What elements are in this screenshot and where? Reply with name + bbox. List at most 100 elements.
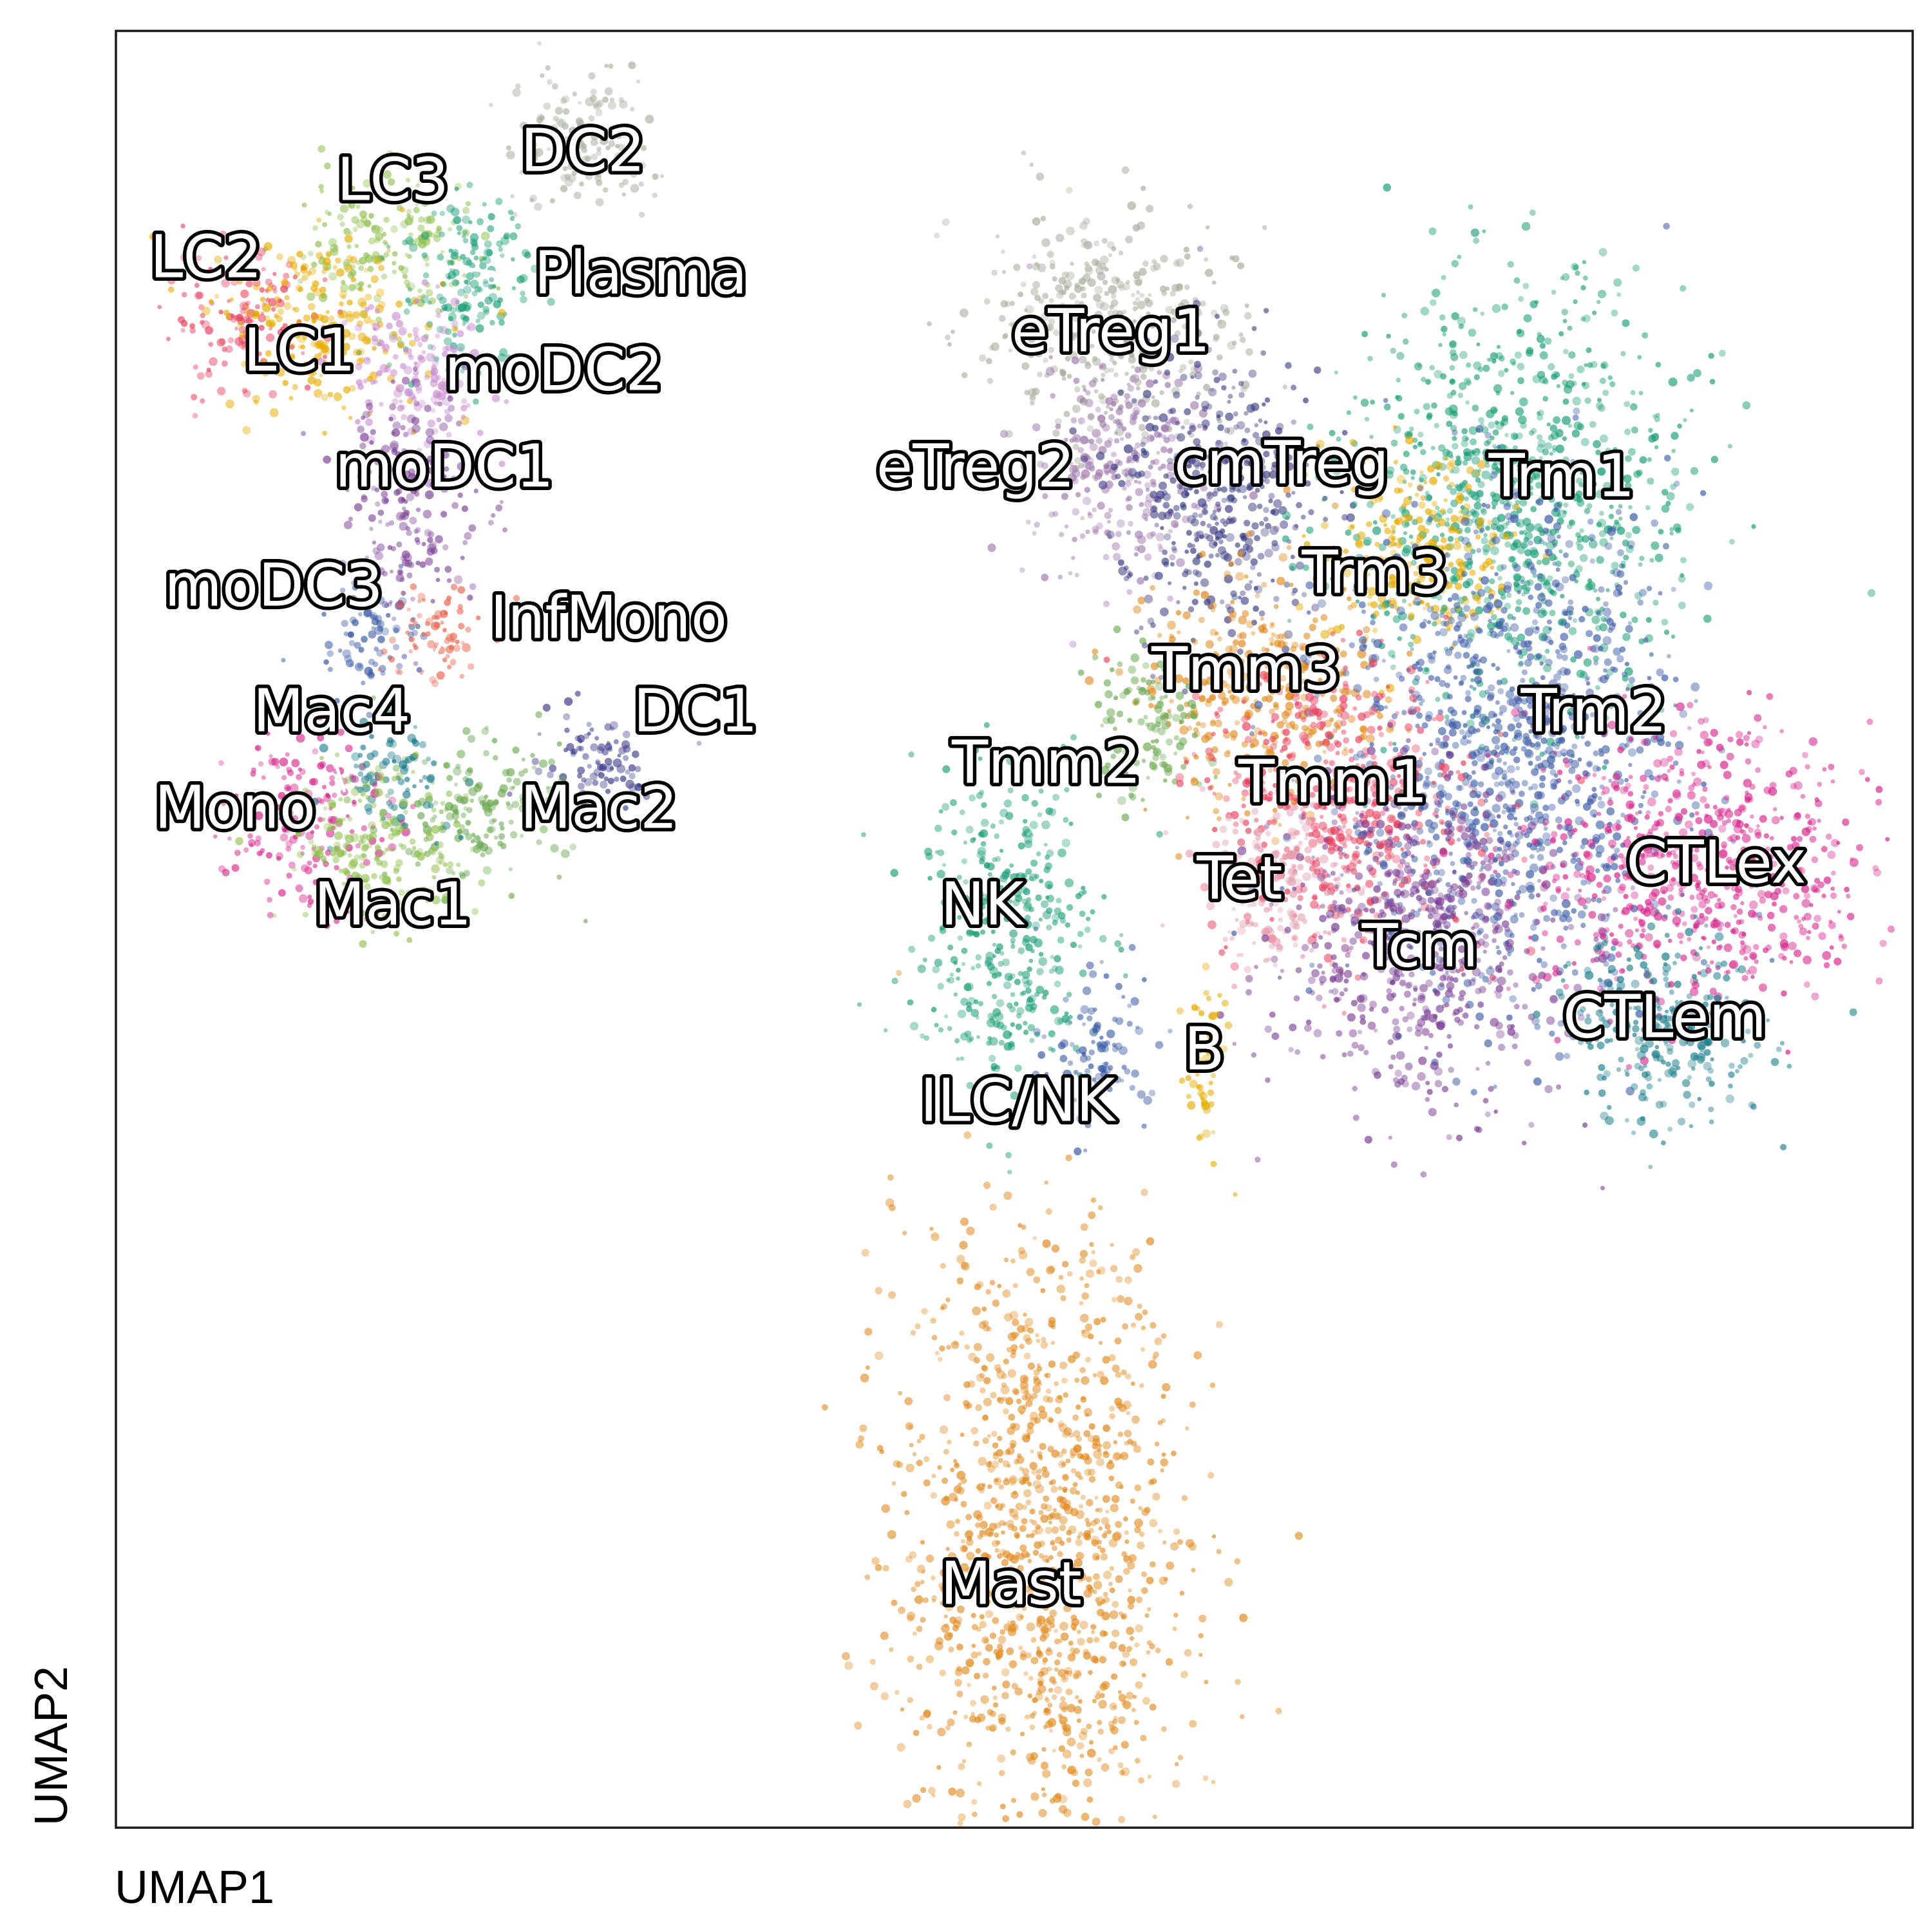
data-point [1254, 585, 1263, 594]
data-point [389, 636, 396, 644]
data-point [220, 230, 227, 238]
data-point [1229, 610, 1237, 618]
data-point [1376, 713, 1383, 719]
data-point [529, 162, 536, 169]
data-point [322, 277, 328, 283]
data-point [1577, 544, 1584, 551]
data-point [1396, 475, 1406, 484]
data-point [1237, 262, 1245, 270]
data-point [1186, 569, 1192, 575]
data-point [1573, 299, 1578, 305]
data-point [352, 799, 357, 805]
data-point [308, 251, 314, 257]
data-point [335, 257, 341, 264]
data-point [510, 194, 515, 198]
data-point [412, 629, 419, 636]
data-point [414, 536, 420, 543]
data-point [378, 473, 386, 482]
data-point [352, 311, 361, 319]
data-point [345, 744, 353, 753]
data-point [393, 473, 397, 477]
data-point [1133, 552, 1139, 557]
data-point [1237, 551, 1244, 558]
data-point [303, 314, 310, 322]
data-point [569, 843, 576, 851]
data-point [361, 680, 366, 686]
data-point [1151, 745, 1157, 750]
data-point [1199, 551, 1206, 558]
data-point [219, 270, 227, 278]
data-point [406, 493, 415, 502]
data-point [436, 325, 444, 334]
data-point [560, 97, 567, 104]
data-point [1115, 459, 1121, 465]
data-point [276, 856, 281, 861]
data-point [400, 555, 406, 562]
data-point [1439, 314, 1446, 321]
data-point [345, 488, 350, 493]
data-point [696, 741, 702, 746]
data-point [245, 317, 252, 325]
cluster-points-modc1 [301, 364, 507, 667]
data-point [263, 878, 270, 885]
data-point [1501, 303, 1508, 310]
data-point [1097, 272, 1106, 281]
data-point [1159, 390, 1164, 395]
data-point [1276, 576, 1285, 585]
data-point [358, 456, 368, 465]
data-point [377, 667, 382, 672]
data-point [1184, 549, 1189, 554]
data-point [492, 755, 498, 761]
data-point [402, 431, 409, 437]
data-point [446, 431, 452, 438]
data-point [608, 63, 614, 69]
data-point [392, 354, 399, 360]
data-point [1589, 421, 1596, 428]
data-point [458, 346, 463, 351]
data-point [1431, 402, 1437, 409]
data-point [573, 136, 581, 144]
data-point [302, 335, 308, 340]
data-point [447, 260, 454, 267]
data-point [1539, 351, 1548, 360]
data-point [323, 257, 331, 266]
data-point [1458, 509, 1463, 515]
data-point [581, 799, 589, 808]
data-point [495, 504, 503, 512]
data-point [1217, 816, 1222, 822]
data-point [322, 222, 328, 227]
data-point [369, 832, 377, 840]
data-point [386, 245, 391, 249]
data-point [521, 757, 526, 762]
data-point [1671, 587, 1676, 592]
data-point [1134, 366, 1141, 374]
data-point [473, 835, 481, 844]
data-point [471, 381, 475, 384]
data-point [934, 232, 940, 239]
data-point [1384, 527, 1391, 535]
data-point [556, 741, 562, 747]
data-point [286, 325, 295, 334]
data-point [398, 327, 407, 336]
data-point [196, 255, 202, 261]
data-point [1286, 545, 1292, 551]
data-point [390, 379, 395, 384]
data-point [419, 741, 426, 748]
data-point [354, 763, 359, 769]
data-point [508, 819, 514, 825]
data-point [1169, 554, 1176, 561]
data-point [386, 612, 391, 618]
data-point [507, 791, 513, 797]
data-point [325, 339, 330, 345]
data-point [194, 283, 200, 289]
data-point [1122, 282, 1130, 290]
data-point [412, 327, 419, 334]
data-point [291, 759, 300, 768]
data-point [376, 567, 385, 576]
data-point [1529, 854, 1535, 859]
data-point [410, 596, 415, 602]
data-point [1245, 531, 1253, 538]
data-point [1100, 723, 1104, 728]
data-point [348, 516, 354, 522]
data-point [424, 784, 430, 790]
